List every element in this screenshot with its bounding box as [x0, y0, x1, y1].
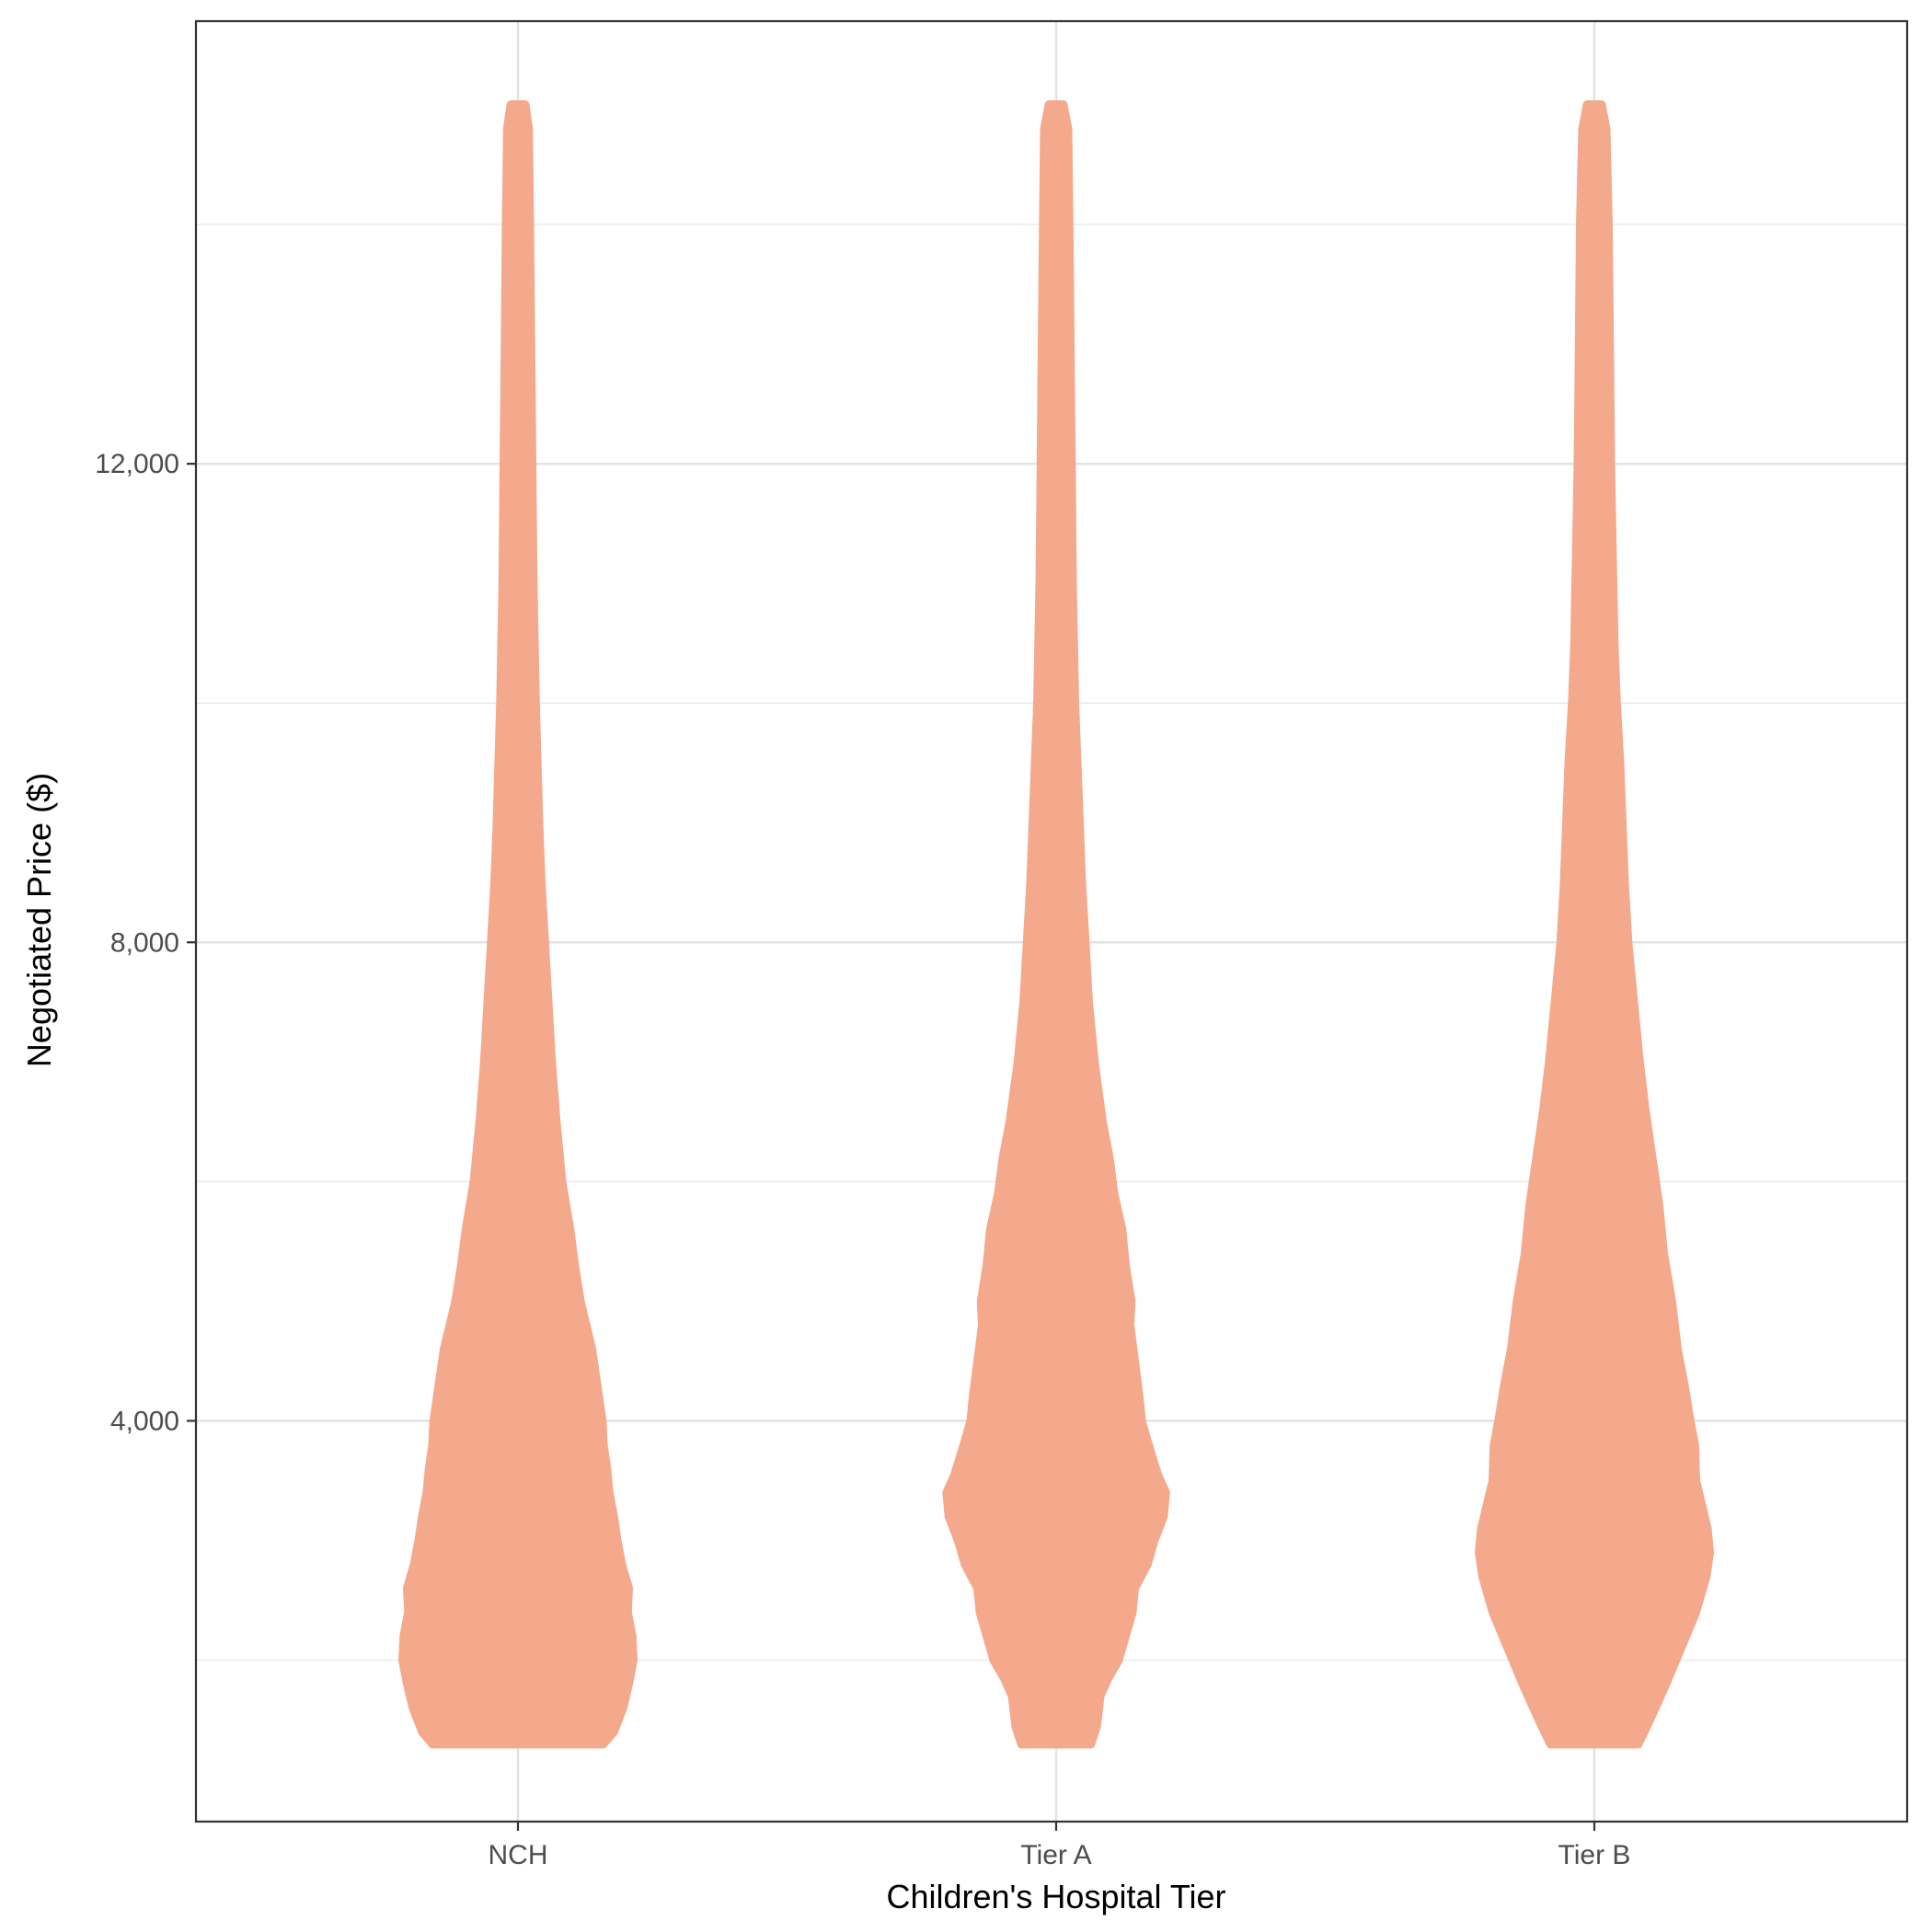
y-tick-label: 12,000: [95, 449, 179, 479]
x-tick-label: NCH: [489, 1840, 548, 1870]
panel-border: [194, 19, 1909, 1823]
x-tick-label: Tier B: [1558, 1840, 1631, 1870]
x-tick-label: Tier A: [1020, 1840, 1091, 1870]
violin-tier-a: [942, 100, 1170, 1749]
y-tick-label: 4,000: [110, 1406, 179, 1436]
y-axis: 4,000 8,000 12,000: [95, 449, 196, 1436]
violins: [398, 100, 1714, 1749]
violin-tier-b: [1475, 100, 1714, 1749]
violin-nch: [398, 100, 638, 1749]
x-axis: NCH Tier A Tier B: [489, 1822, 1631, 1870]
y-axis-title: Negotiated Price ($): [20, 773, 58, 1067]
y-tick-label: 8,000: [110, 927, 179, 958]
x-axis-title: Children's Hospital Tier: [886, 1878, 1225, 1915]
